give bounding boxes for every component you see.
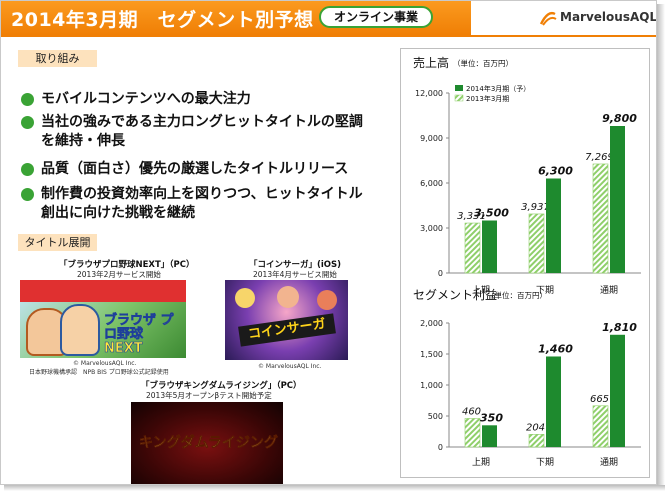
chart-2-label-cur-1: 350: [480, 411, 503, 424]
chart-2-bar-cur-3: [610, 334, 625, 447]
chart-2-title: セグメント利益: [413, 288, 497, 302]
logo-text: MarvelousAQL: [560, 10, 657, 24]
game-1-credit-2: 日本野球機構承認 NPB BIS プロ野球公式記録使用: [29, 369, 169, 376]
chart-2-ytick-label: 0: [438, 443, 443, 452]
chart-2-bar-prev-1: [464, 418, 481, 448]
slide-shadow-bottom: [4, 485, 665, 491]
slide: 2014年3月期 セグメント別予想 オンライン事業 MarvelousAQL 取…: [0, 0, 657, 485]
game-2-image: コインサーガ: [225, 280, 348, 360]
game-3-release: 2013年5月オープンβテスト開始予定: [146, 391, 272, 400]
bullet-2-text-line1: 当社の強みである主力ロングヒットタイトルの堅調: [41, 114, 363, 130]
chart-1-bar-cur-1: [482, 220, 497, 273]
bullet-dot-icon: [21, 116, 34, 129]
chart-2-ytick-label: 2,000: [420, 319, 443, 328]
chart-2-unit: （単位：百万円）: [487, 290, 547, 300]
chart-1-bar-cur-2: [546, 178, 561, 273]
chart-1-bar-prev-3: [592, 163, 609, 274]
bullet-dot-icon: [21, 188, 34, 201]
company-logo: MarvelousAQL: [538, 5, 656, 31]
game-3-name: 「ブラウザキングダムライジング」（PC）: [141, 381, 302, 391]
chart-1-category-1: 上期: [472, 285, 490, 296]
chart-2-category-3: 通期: [600, 457, 618, 468]
chart-2-ytick-label: 1,000: [420, 381, 443, 390]
game-1-logo-text: ブラウザ プロ野球 NEXT: [104, 313, 174, 356]
game-2-logo-text: コインサーガ: [238, 313, 336, 347]
game-3-image: キングダムライジング: [131, 402, 283, 484]
chart-2-ytick-label: 500: [428, 412, 443, 421]
chart-1-ytick-label: 3,000: [420, 224, 443, 233]
chart-1-bar-prev-2: [528, 213, 545, 274]
segment-tag: オンライン事業: [319, 6, 433, 28]
chart-1-legend-label-cur: 2014年3月期（予）: [466, 84, 530, 93]
game-1-image: ブラウザ プロ野球 NEXT: [20, 280, 186, 358]
section-label-initiatives: 取り組み: [18, 50, 97, 67]
charts-svg: 売上高 （単位：百万円）03,0006,0009,00012,0003,3313,…: [413, 55, 641, 468]
bullet-2-text-line2: を維持・伸長: [41, 133, 125, 149]
game-1-release: 2013年2月サービス開始: [77, 270, 161, 279]
bullet-3-text: 品質（面白さ）優先の厳選したタイトルリリース: [41, 161, 349, 177]
bullet-dot-icon: [21, 93, 34, 106]
chart-2-category-1: 上期: [472, 457, 490, 468]
chart-1-ytick-label: 0: [438, 269, 443, 278]
game-2-release: 2013年4月サービス開始: [253, 270, 337, 279]
game-1-name: 「ブラウザプロ野球NEXT」（PC）: [59, 260, 195, 270]
section-label-titles: タイトル展開: [18, 234, 97, 251]
logo-mark-icon: [539, 11, 557, 26]
chart-2-label-prev-2: 204: [526, 422, 545, 433]
chart-1-label-cur-1: 3,500: [474, 207, 509, 220]
chart-1-label-cur-3: 9,800: [602, 112, 637, 125]
chart-2-ytick-label: 1,500: [420, 350, 443, 359]
chart-1-label-prev-3: 7,269: [585, 152, 614, 163]
game-3-logo-text: キングダムライジング: [139, 435, 278, 452]
chart-1-category-2: 下期: [536, 285, 554, 296]
chart-2-bar-prev-3: [592, 405, 609, 448]
slide-shadow-right: [657, 4, 665, 489]
game-2-name: 「コインサーガ」(iOS): [249, 260, 342, 270]
chart-1-ytick-label: 12,000: [415, 89, 443, 98]
chart-1-category-3: 通期: [600, 285, 618, 296]
chart-2-category-2: 下期: [536, 457, 554, 468]
bullet-dot-icon: [21, 163, 34, 176]
chart-1-ytick-label: 9,000: [420, 134, 443, 143]
title-bar: 2014年3月期 セグメント別予想 オンライン事業: [1, 1, 471, 35]
title-rule: [1, 35, 656, 37]
game-2-credit: © MarvelousAQL Inc.: [258, 363, 322, 370]
slide-title: 2014年3月期 セグメント別予想: [11, 9, 314, 31]
chart-1-bar-cur-3: [610, 126, 625, 273]
charts-panel: 売上高 （単位：百万円） 0 3,000 6,000 9,000 12,000 3,331 3,…: [400, 48, 650, 478]
chart-1-ytick-label: 6,000: [420, 179, 443, 188]
chart-1-bar-prev-1: [464, 222, 481, 274]
chart-1-label-prev-1: 3,331: [457, 211, 486, 222]
chart-2-bar-cur-1: [482, 425, 497, 447]
chart-1-unit: （単位：百万円）: [453, 58, 513, 68]
chart-2-label-prev-1: 460: [462, 406, 481, 417]
chart-1-legend-label-prev: 2013年3月期: [466, 94, 509, 103]
bullet-1-text: モバイルコンテンツへの最大注力: [41, 91, 251, 107]
chart-2-bar-cur-2: [546, 356, 561, 447]
chart-2-label-prev-3: 665: [590, 394, 609, 405]
chart-1-label-cur-2: 6,300: [538, 165, 573, 178]
bullet-4-text-line1: 制作費の投資効率向上を図りつつ、ヒットタイトル: [41, 186, 363, 202]
chart-2-label-cur-3: 1,810: [602, 321, 637, 334]
chart-1-title: 売上高: [413, 55, 449, 70]
chart-2-bar-prev-2: [528, 434, 545, 448]
game-1-credit-1: © MarvelousAQL Inc.: [73, 360, 137, 367]
chart-1-legend-swatch-prev: [454, 94, 464, 102]
bullet-4-text-line2: 創出に向けた挑戦を継続: [41, 205, 195, 221]
chart-1-label-prev-2: 3,937: [521, 202, 550, 213]
chart-2-label-cur-2: 1,460: [538, 342, 573, 355]
chart-1-legend-swatch-cur: [455, 85, 463, 91]
